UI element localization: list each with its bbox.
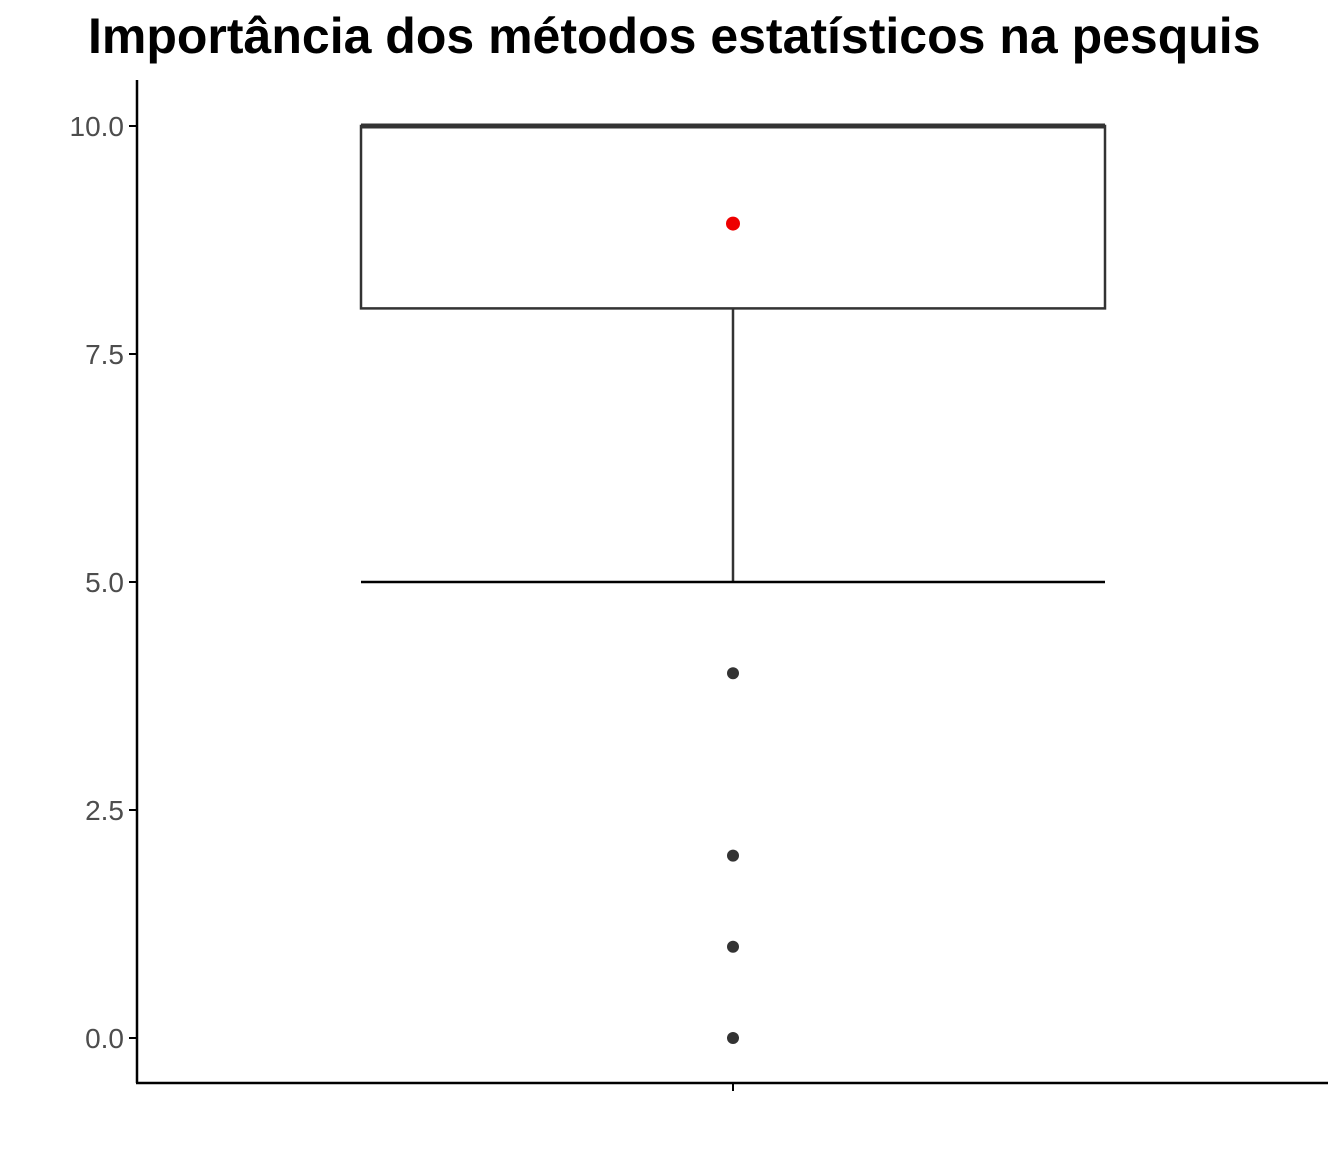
y-tick-label: 5.0 [85, 567, 124, 598]
y-tick-label: 0.0 [85, 1023, 124, 1054]
mean-point [726, 216, 740, 231]
outlier-point [727, 1032, 739, 1044]
y-axis: 0.0 2.5 5.0 7.5 10.0 [70, 80, 139, 1083]
points [726, 216, 740, 1044]
y-tick-label: 7.5 [85, 339, 124, 370]
outlier-point [727, 667, 739, 680]
boxplot [359, 123, 1107, 584]
outlier-point [727, 940, 739, 953]
outlier-point [727, 849, 739, 862]
y-tick-label: 2.5 [85, 795, 124, 826]
y-tick-label: 10.0 [70, 111, 125, 142]
x-axis [136, 1081, 1328, 1091]
chart-title: Importância dos métodos estatísticos na … [88, 8, 1261, 64]
